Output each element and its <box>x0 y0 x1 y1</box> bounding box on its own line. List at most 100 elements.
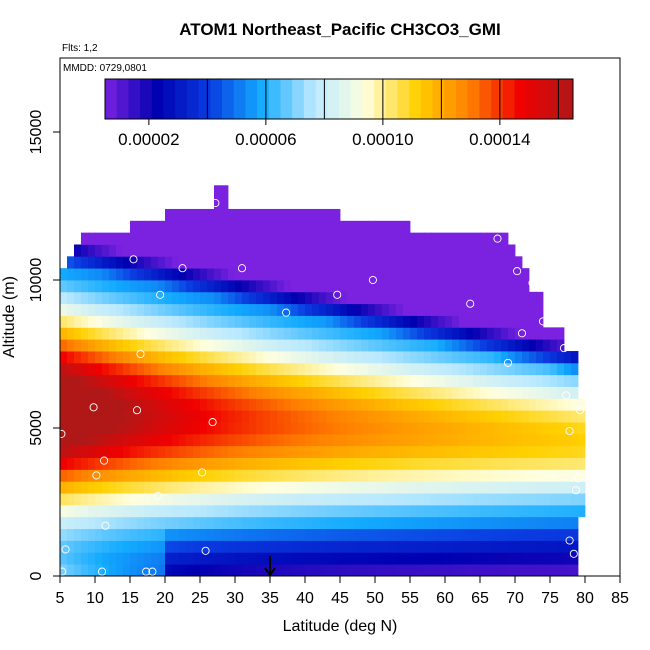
heatmap-cell <box>305 516 313 530</box>
heatmap-cell <box>473 268 481 281</box>
heatmap-cell <box>172 433 180 447</box>
heatmap-cell <box>466 291 474 305</box>
heatmap-cell <box>172 504 180 518</box>
heatmap-cell <box>221 540 229 553</box>
heatmap-cell <box>81 540 89 553</box>
heatmap-cell <box>186 564 194 577</box>
heatmap-cell <box>284 398 292 411</box>
heatmap-cell <box>270 469 278 482</box>
heatmap-cell <box>312 410 320 423</box>
heatmap-cell <box>263 552 271 565</box>
heatmap-cell <box>508 433 516 447</box>
heatmap-cell <box>389 410 397 423</box>
heatmap-cell <box>74 351 82 364</box>
colorbar-segment <box>303 79 317 119</box>
heatmap-cell <box>193 552 201 565</box>
heatmap-cell <box>438 339 446 352</box>
heatmap-cell <box>326 315 334 328</box>
heatmap-cell <box>312 339 320 352</box>
heatmap-cell <box>67 469 75 482</box>
y-tick-label: 5000 <box>28 410 45 446</box>
heatmap-cell <box>109 244 117 257</box>
heatmap-cell <box>501 291 509 305</box>
heatmap-cell <box>81 351 89 364</box>
heatmap-cell <box>431 552 439 565</box>
heatmap-cell <box>396 552 404 565</box>
heatmap-cell <box>557 552 565 565</box>
heatmap-cell <box>277 291 285 305</box>
heatmap-cell <box>207 433 215 447</box>
heatmap-cell <box>417 469 425 482</box>
heatmap-cell <box>354 362 362 376</box>
heatmap-cell <box>242 481 250 494</box>
heatmap-cell <box>368 362 376 376</box>
heatmap-cell <box>179 291 187 305</box>
heatmap-cell <box>417 493 425 506</box>
heatmap-cell <box>522 280 530 293</box>
heatmap-cell <box>550 493 558 506</box>
heatmap-cell <box>263 374 271 387</box>
heatmap-cell <box>354 398 362 411</box>
heatmap-cell <box>417 268 425 281</box>
heatmap-cell <box>172 362 180 376</box>
heatmap-cell <box>88 280 96 293</box>
heatmap-cell <box>228 481 236 494</box>
heatmap-cell <box>340 445 348 458</box>
heatmap-cell <box>368 386 376 399</box>
heatmap-cell <box>186 445 194 458</box>
heatmap-cell <box>354 457 362 470</box>
heatmap-cell <box>298 362 306 376</box>
heatmap-cell <box>298 291 306 305</box>
heatmap-cell <box>88 374 96 387</box>
heatmap-cell <box>473 256 481 269</box>
heatmap-cell <box>410 528 418 541</box>
heatmap-cell <box>536 457 544 470</box>
heatmap-cell <box>109 315 117 328</box>
heatmap-cell <box>501 268 509 281</box>
heatmap-cell <box>270 339 278 352</box>
heatmap-cell <box>389 433 397 447</box>
heatmap-cell <box>487 469 495 482</box>
heatmap-cell <box>137 374 145 387</box>
heatmap-cell <box>396 374 404 387</box>
heatmap-cell <box>319 280 327 293</box>
heatmap-cell <box>452 493 460 506</box>
y-axis-label: Altitude (m) <box>1 276 18 358</box>
heatmap-cell <box>88 362 96 376</box>
heatmap-cell <box>382 481 390 494</box>
heatmap-cell <box>340 540 348 553</box>
heatmap-cell <box>417 410 425 423</box>
heatmap-cell <box>424 280 432 293</box>
heatmap-cell <box>179 540 187 553</box>
heatmap-cell <box>319 422 327 435</box>
heatmap-cell <box>452 327 460 340</box>
heatmap-cell <box>487 528 495 541</box>
heatmap-cell <box>522 386 530 399</box>
heatmap-cell <box>172 493 180 506</box>
heatmap-cell <box>221 197 229 210</box>
heatmap-cell <box>445 291 453 305</box>
heatmap-cell <box>536 386 544 399</box>
heatmap-cell <box>172 280 180 293</box>
heatmap-cell <box>487 386 495 399</box>
heatmap-cell <box>277 268 285 281</box>
heatmap-cell <box>452 398 460 411</box>
heatmap-cell <box>319 220 327 234</box>
heatmap-cell <box>431 528 439 541</box>
observation-point <box>538 317 548 326</box>
heatmap-cell <box>172 244 180 257</box>
heatmap-cell <box>67 374 75 387</box>
heatmap-cell <box>571 528 579 541</box>
heatmap-cell <box>382 315 390 328</box>
heatmap-cell <box>424 445 432 458</box>
heatmap-cell <box>298 351 306 364</box>
heatmap-cell <box>277 528 285 541</box>
heatmap-cell <box>466 528 474 541</box>
heatmap-cell <box>480 516 488 530</box>
heatmap-cell <box>480 540 488 553</box>
heatmap-cell <box>186 433 194 447</box>
heatmap-cell <box>200 374 208 387</box>
heatmap-cell <box>81 433 89 447</box>
heatmap-cell <box>116 528 124 541</box>
heatmap-cell <box>410 516 418 530</box>
